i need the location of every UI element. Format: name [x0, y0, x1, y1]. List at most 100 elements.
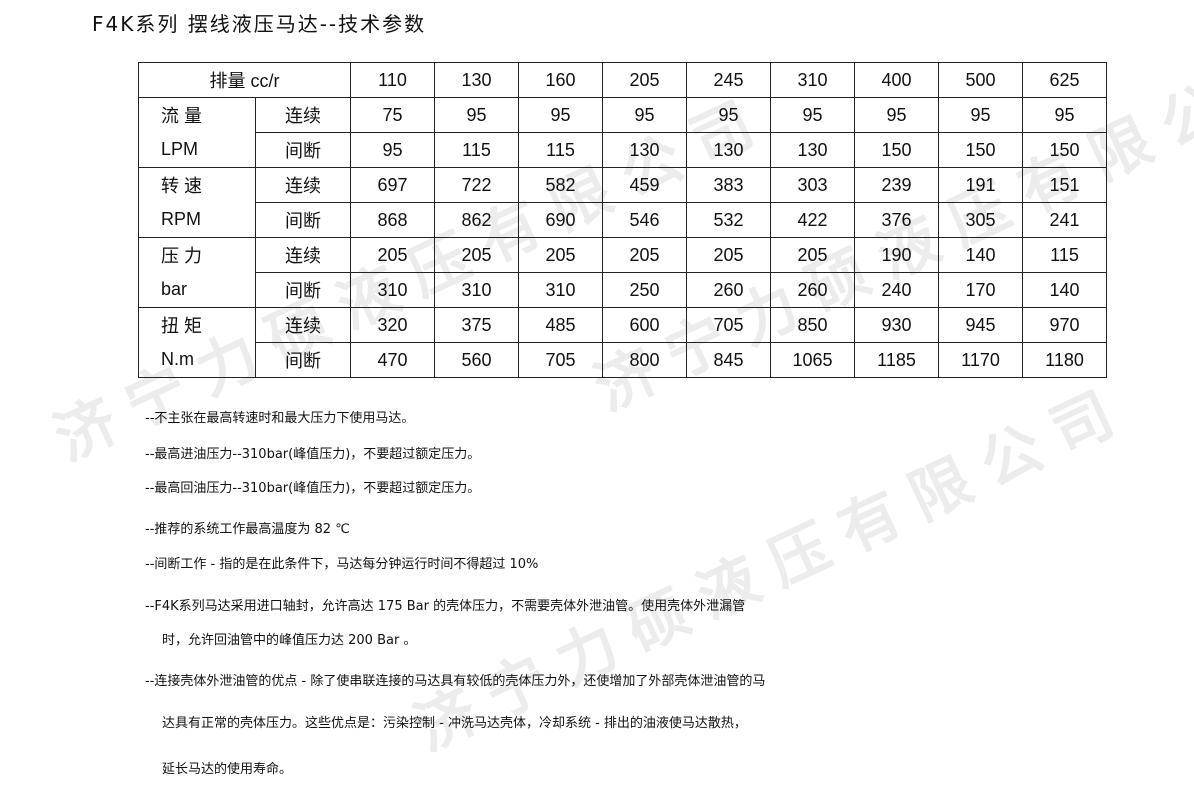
table-cell: 150 — [854, 132, 939, 168]
table-cell: 151 — [1022, 167, 1107, 203]
displacement-value: 625 — [1022, 62, 1107, 98]
table-cell: 1065 — [770, 342, 855, 378]
table-cell: 170 — [938, 272, 1023, 308]
table-cell: 130 — [602, 132, 687, 168]
table-cell: 95 — [770, 97, 855, 133]
group-unit: bar — [138, 272, 256, 308]
table-cell: 320 — [350, 307, 435, 343]
table-cell: 560 — [434, 342, 519, 378]
group-label: 压 力 — [138, 237, 256, 273]
table-cell: 470 — [350, 342, 435, 378]
spec-table: 排量 cc/r 110 130 160 205 245 310 400 500 625 流 量连续 7… — [138, 62, 1107, 378]
mode-label: 间断 — [255, 342, 351, 378]
note-line: --不主张在最高转速时和最大压力下使用马达。 — [145, 411, 415, 426]
group-label: 转 速 — [138, 167, 256, 203]
table-cell: 1170 — [938, 342, 1023, 378]
note-line: --最高回油压力--310bar(峰值压力)，不要超过额定压力。 — [145, 481, 481, 496]
table-cell: 930 — [854, 307, 939, 343]
table-row: 流 量连续 75 95 95 95 95 95 95 95 95 — [138, 97, 1107, 133]
table-cell: 205 — [602, 237, 687, 273]
group-unit: LPM — [138, 132, 256, 168]
note-line: 时，允许回油管中的峰值压力达 200 Bar 。 — [162, 633, 417, 648]
table-cell: 190 — [854, 237, 939, 273]
table-cell: 260 — [770, 272, 855, 308]
note-line: 延长马达的使用寿命。 — [162, 762, 293, 777]
table-cell: 115 — [1022, 237, 1107, 273]
table-cell: 383 — [686, 167, 771, 203]
table-cell: 115 — [518, 132, 603, 168]
table-cell: 130 — [686, 132, 771, 168]
displacement-value: 160 — [518, 62, 603, 98]
table-row: 扭 矩连续 320 375 485 600 705 850 930 945 970 — [138, 307, 1107, 343]
mode-label: 连续 — [255, 97, 351, 133]
table-cell: 705 — [686, 307, 771, 343]
group-label: 扭 矩 — [138, 307, 256, 343]
group-unit: N.m — [138, 342, 256, 378]
table-cell: 115 — [434, 132, 519, 168]
note-line: 达具有正常的壳体压力。这些优点是：污染控制 - 冲洗马达壳体，冷却系统 - 排出… — [162, 716, 747, 731]
table-cell: 459 — [602, 167, 687, 203]
table-cell: 95 — [854, 97, 939, 133]
table-cell: 868 — [350, 202, 435, 238]
table-cell: 705 — [518, 342, 603, 378]
table-cell: 1180 — [1022, 342, 1107, 378]
table-cell: 205 — [518, 237, 603, 273]
table-cell: 546 — [602, 202, 687, 238]
table-cell: 600 — [602, 307, 687, 343]
table-cell: 250 — [602, 272, 687, 308]
table-row: N.m 间断 470 560 705 800 845 1065 1185 1170 1180 — [138, 342, 1107, 378]
table-cell: 95 — [350, 132, 435, 168]
table-cell: 241 — [1022, 202, 1107, 238]
displacement-value: 400 — [854, 62, 939, 98]
mode-label: 间断 — [255, 132, 351, 168]
table-cell: 305 — [938, 202, 1023, 238]
displacement-label: 排量 cc/r — [138, 62, 351, 98]
table-row: LPM 间断 95 115 115 130 130 130 150 150 150 — [138, 132, 1107, 168]
table-cell: 582 — [518, 167, 603, 203]
page-title: F4K系列 摆线液压马达--技术参数 — [92, 12, 427, 36]
table-cell: 130 — [770, 132, 855, 168]
table-cell: 1185 — [854, 342, 939, 378]
table-cell: 95 — [686, 97, 771, 133]
table-cell: 260 — [686, 272, 771, 308]
table-cell: 95 — [518, 97, 603, 133]
mode-label: 间断 — [255, 202, 351, 238]
table-cell: 95 — [602, 97, 687, 133]
table-cell: 95 — [1022, 97, 1107, 133]
header-row: 排量 cc/r 110 130 160 205 245 310 400 500 625 — [138, 62, 1107, 98]
table-row: 压 力连续 205 205 205 205 205 205 190 140 115 — [138, 237, 1107, 273]
table-cell: 945 — [938, 307, 1023, 343]
mode-label: 连续 — [255, 167, 351, 203]
table-cell: 485 — [518, 307, 603, 343]
note-line: --推荐的系统工作最高温度为 82 ℃ — [145, 522, 350, 537]
table-cell: 532 — [686, 202, 771, 238]
table-cell: 239 — [854, 167, 939, 203]
table-cell: 862 — [434, 202, 519, 238]
table-cell: 140 — [1022, 272, 1107, 308]
table-cell: 205 — [686, 237, 771, 273]
table-cell: 303 — [770, 167, 855, 203]
table-cell: 310 — [434, 272, 519, 308]
table-cell: 697 — [350, 167, 435, 203]
table-cell: 240 — [854, 272, 939, 308]
table-cell: 191 — [938, 167, 1023, 203]
table-cell: 850 — [770, 307, 855, 343]
table-row: RPM 间断 868 862 690 546 532 422 376 305 241 — [138, 202, 1107, 238]
table-cell: 140 — [938, 237, 1023, 273]
table-row: bar 间断 310 310 310 250 260 260 240 170 140 — [138, 272, 1107, 308]
table-cell: 800 — [602, 342, 687, 378]
displacement-value: 245 — [686, 62, 771, 98]
displacement-value: 130 — [434, 62, 519, 98]
displacement-value: 110 — [350, 62, 435, 98]
table-cell: 845 — [686, 342, 771, 378]
mode-label: 间断 — [255, 272, 351, 308]
table-row: 转 速连续 697 722 582 459 383 303 239 191 151 — [138, 167, 1107, 203]
table-cell: 422 — [770, 202, 855, 238]
table-cell: 150 — [1022, 132, 1107, 168]
note-line: --连接壳体外泄油管的优点 - 除了使串联连接的马达具有较低的壳体压力外，还使增… — [145, 674, 766, 689]
table-cell: 150 — [938, 132, 1023, 168]
table-cell: 75 — [350, 97, 435, 133]
table-cell: 376 — [854, 202, 939, 238]
table-cell: 310 — [350, 272, 435, 308]
table-cell: 205 — [770, 237, 855, 273]
